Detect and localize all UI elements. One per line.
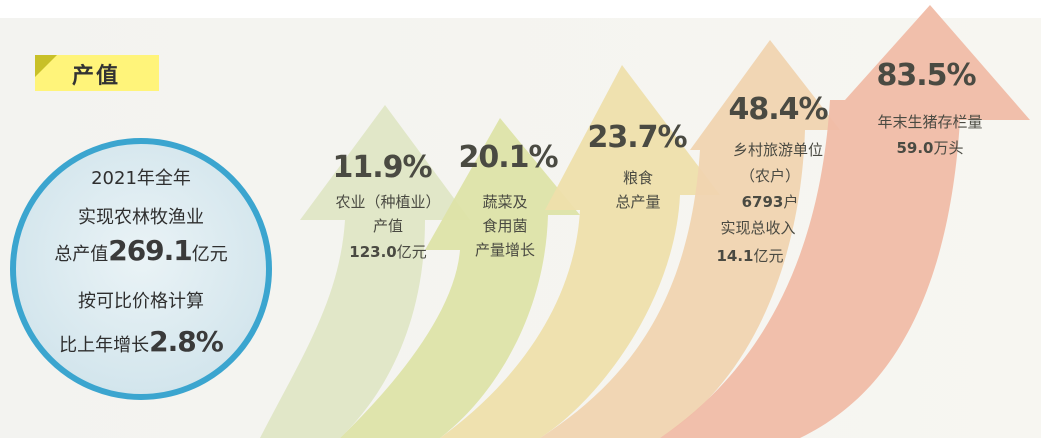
- arrow5-percent: 83.5%: [876, 58, 976, 93]
- arrow1-line1: 农业（种植业）: [335, 193, 441, 211]
- summary-line1: 2021年全年: [91, 168, 191, 189]
- arrow3-line2: 总产量: [615, 193, 661, 211]
- arrow1-percent: 11.9%: [332, 150, 432, 185]
- summary-line2: 实现农林牧渔业: [78, 207, 204, 228]
- summary-circle: [10, 138, 272, 400]
- arrow2-line3: 产量增长: [474, 241, 536, 259]
- summary-line3-unit: 亿元: [191, 244, 228, 265]
- arrow1-value: 123.0: [349, 243, 397, 261]
- summary-line5-prefix: 比上年增长: [59, 335, 150, 356]
- arrow4-line4: 实现总收入: [720, 219, 796, 237]
- arrow4-line2: （农户）: [739, 167, 801, 185]
- summary-line3: 总产值269.1亿元: [54, 234, 228, 267]
- arrow2-line1: 蔬菜及: [482, 193, 528, 211]
- arrow4-line5: 14.1亿元: [716, 246, 783, 267]
- growth-arrow-3: [440, 65, 720, 438]
- arrow2-line2: 食用菌: [482, 217, 528, 235]
- arrow5-unit: 万头: [933, 139, 964, 157]
- arrow2-percent: 20.1%: [458, 140, 558, 175]
- growth-arrow-1: [260, 105, 470, 438]
- summary-line5: 比上年增长2.8%: [59, 325, 224, 358]
- section-tag-label: 产值: [72, 64, 121, 89]
- arrow5-line1: 年末生猪存栏量: [877, 113, 983, 131]
- arrow5-line2: 59.0万头: [896, 138, 963, 159]
- summary-growth-value: 2.8%: [149, 325, 224, 358]
- summary-total-value: 269.1: [108, 234, 193, 267]
- arrow1-line2: 产值: [372, 217, 404, 235]
- arrow5-value: 59.0: [896, 139, 934, 157]
- arrow1-unit: 亿元: [396, 243, 427, 261]
- arrow1-line3: 123.0亿元: [349, 242, 426, 263]
- summary-line4: 按可比价格计算: [78, 291, 204, 312]
- arrow3-percent: 23.7%: [587, 120, 687, 155]
- growth-arrow-5: [660, 5, 1030, 438]
- arrow4-percent: 48.4%: [728, 92, 828, 127]
- arrow4-income-unit: 亿元: [753, 247, 784, 265]
- arrow4-count-unit: 户: [783, 193, 799, 211]
- summary-line3-prefix: 总产值: [54, 244, 109, 265]
- tag-corner: [35, 55, 57, 77]
- arrow4-count-value: 6793: [741, 193, 784, 211]
- growth-arrow-4: [540, 40, 840, 438]
- growth-arrow-2: [340, 118, 580, 438]
- arrow3-line1: 粮食: [622, 169, 654, 187]
- arrow4-line1: 乡村旅游单位: [732, 141, 824, 159]
- arrow4-income-value: 14.1: [716, 247, 754, 265]
- arrow4-line3: 6793户: [742, 192, 799, 213]
